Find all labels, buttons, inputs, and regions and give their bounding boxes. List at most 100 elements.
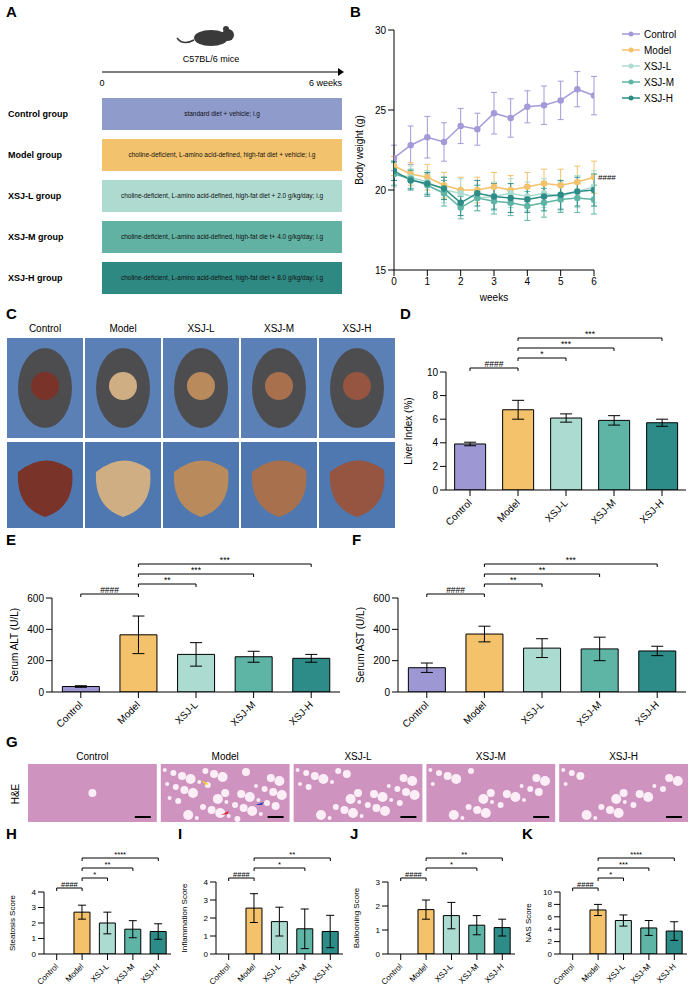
svg-text:8: 8 [432, 390, 438, 401]
svg-text:####: #### [233, 870, 251, 879]
svg-text:600: 600 [373, 593, 390, 604]
svg-text:Control: Control [54, 699, 85, 730]
svg-text:1: 1 [376, 926, 381, 935]
svg-text:XSJ-L: XSJ-L [261, 962, 283, 984]
svg-text:1: 1 [425, 276, 431, 287]
svg-text:XSJ-M: XSJ-M [629, 962, 653, 986]
svg-text:4: 4 [204, 878, 209, 887]
svg-text:Control: Control [443, 497, 474, 528]
svg-text:Control: Control [29, 323, 61, 334]
svg-text:XSJ-H: XSJ-H [655, 962, 678, 985]
svg-text:weeks: weeks [479, 292, 508, 303]
svg-text:Control: Control [400, 699, 431, 730]
svg-text:H&E: H&E [10, 783, 21, 804]
svg-text:2: 2 [204, 914, 209, 923]
svg-text:1: 1 [204, 932, 209, 941]
svg-text:0: 0 [204, 950, 209, 959]
svg-text:XSJ-H: XSJ-H [483, 962, 506, 985]
svg-text:Serum ALT (U/L): Serum ALT (U/L) [9, 608, 20, 682]
svg-text:Model: Model [461, 699, 488, 726]
svg-text:XSJ-M: XSJ-M [285, 962, 309, 986]
svg-text:8: 8 [548, 900, 553, 909]
svg-text:Model: Model [408, 962, 430, 984]
svg-text:C57BL/6 mice: C57BL/6 mice [183, 54, 240, 64]
svg-text:Inflammation Score: Inflammation Score [180, 883, 189, 952]
svg-text:2: 2 [32, 919, 37, 928]
svg-text:***: *** [191, 565, 202, 575]
svg-text:4: 4 [32, 888, 37, 897]
svg-text:2: 2 [432, 461, 438, 472]
svg-text:0: 0 [384, 687, 390, 698]
svg-text:**: ** [164, 575, 171, 585]
svg-text:***: *** [585, 329, 596, 339]
svg-text:*: * [609, 870, 612, 879]
svg-text:*: * [93, 870, 96, 879]
svg-text:*: * [540, 349, 544, 359]
svg-text:XSJ-L: XSJ-L [433, 962, 455, 984]
svg-text:**: ** [105, 860, 111, 869]
svg-text:0: 0 [38, 687, 44, 698]
svg-text:Model: Model [64, 962, 86, 984]
svg-text:XSJ-H: XSJ-H [139, 962, 162, 985]
svg-text:***: *** [561, 339, 572, 349]
svg-text:Serum AST (U/L): Serum AST (U/L) [355, 607, 366, 683]
svg-text:Control: Control [551, 962, 576, 986]
svg-text:3: 3 [376, 878, 381, 887]
svg-text:2: 2 [376, 902, 381, 911]
svg-text:0: 0 [32, 950, 37, 959]
svg-text:4: 4 [525, 276, 531, 287]
svg-text:3: 3 [491, 276, 497, 287]
svg-text:XSJ-L: XSJ-L [519, 699, 546, 726]
svg-text:2: 2 [548, 937, 553, 946]
svg-text:XSJ-M: XSJ-M [264, 323, 294, 334]
svg-text:**: ** [461, 850, 467, 859]
svg-text:Control: Control [76, 751, 108, 762]
svg-text:Control: Control [207, 962, 232, 986]
svg-text:Model: Model [580, 962, 602, 984]
svg-text:**: ** [539, 565, 546, 575]
svg-text:0: 0 [548, 950, 553, 959]
svg-text:XSJ-H: XSJ-H [609, 751, 638, 762]
svg-text:2: 2 [458, 276, 464, 287]
svg-text:####: #### [577, 880, 595, 889]
svg-text:Control: Control [35, 962, 60, 986]
svg-text:6: 6 [432, 414, 438, 425]
svg-text:***: *** [619, 860, 628, 869]
svg-text:XSJ-H: XSJ-H [633, 699, 661, 727]
svg-text:Model: Model [109, 323, 136, 334]
svg-text:XSJ-L: XSJ-L [543, 497, 570, 524]
svg-text:400: 400 [373, 624, 390, 635]
svg-text:4: 4 [548, 925, 553, 934]
svg-text:10: 10 [427, 367, 439, 378]
svg-text:####: #### [405, 870, 423, 879]
svg-text:200: 200 [27, 655, 44, 666]
svg-text:XSJ-H: XSJ-H [311, 962, 334, 985]
svg-text:20: 20 [375, 185, 387, 196]
svg-text:Ballooning Score: Ballooning Score [352, 887, 361, 948]
svg-text:10: 10 [543, 888, 552, 897]
svg-text:0: 0 [391, 276, 397, 287]
svg-text:3: 3 [204, 896, 209, 905]
svg-text:NAS Score: NAS Score [524, 903, 533, 943]
svg-text:****: **** [630, 850, 642, 859]
svg-text:Model: Model [236, 962, 258, 984]
svg-text:####: #### [598, 173, 616, 182]
svg-text:XSJ-L: XSJ-L [89, 962, 111, 984]
svg-text:XSJ-M: XSJ-M [457, 962, 481, 986]
svg-text:Model: Model [115, 699, 142, 726]
svg-text:####: #### [61, 880, 79, 889]
svg-text:25: 25 [375, 105, 387, 116]
svg-text:4: 4 [432, 437, 438, 448]
svg-text:15: 15 [375, 265, 387, 276]
svg-text:*: * [278, 860, 281, 869]
svg-text:####: #### [100, 585, 119, 595]
svg-text:****: **** [114, 850, 126, 859]
svg-text:Model: Model [212, 751, 239, 762]
svg-text:Control: Control [379, 962, 404, 986]
svg-text:XSJ-H: XSJ-H [287, 699, 315, 727]
svg-text:XSJ-M: XSJ-M [476, 751, 506, 762]
svg-text:6 weeks: 6 weeks [309, 78, 343, 88]
svg-text:600: 600 [27, 593, 44, 604]
svg-text:5: 5 [558, 276, 564, 287]
svg-text:XSJ-H: XSJ-H [343, 323, 372, 334]
